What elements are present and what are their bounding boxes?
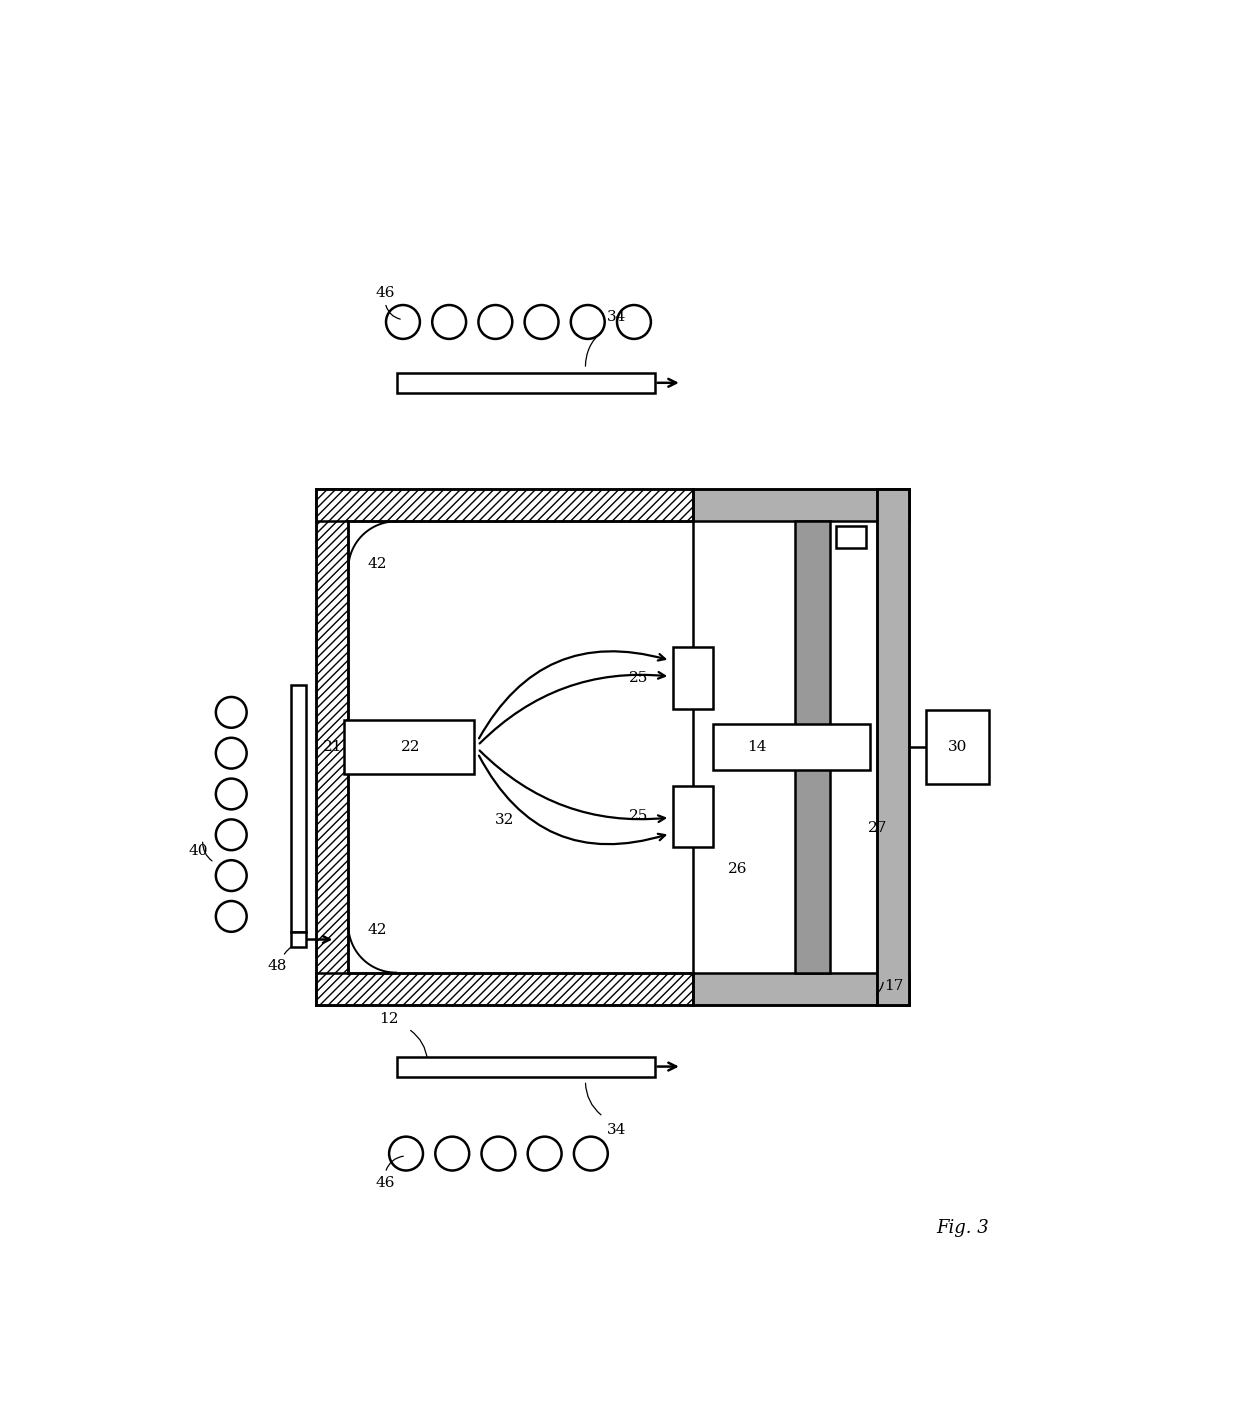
Bar <box>316 490 909 1005</box>
Bar <box>713 724 870 771</box>
Text: 25: 25 <box>629 671 649 685</box>
Bar <box>693 521 877 972</box>
Text: 14: 14 <box>748 741 768 753</box>
Text: 34: 34 <box>606 311 626 325</box>
Bar <box>673 786 713 847</box>
Bar <box>877 490 909 1005</box>
Text: 46: 46 <box>376 285 396 299</box>
Bar <box>926 711 990 783</box>
Text: Fig. 3: Fig. 3 <box>936 1219 990 1237</box>
Text: 30: 30 <box>947 741 967 753</box>
Bar <box>316 490 348 1005</box>
FancyArrowPatch shape <box>479 756 665 844</box>
FancyArrowPatch shape <box>479 651 665 738</box>
Bar <box>316 490 693 521</box>
Bar <box>673 647 713 708</box>
Text: 17: 17 <box>884 979 903 993</box>
Bar <box>693 490 909 521</box>
FancyArrowPatch shape <box>480 673 665 744</box>
Text: 21: 21 <box>324 741 342 753</box>
Text: 40: 40 <box>188 844 208 858</box>
Text: 27: 27 <box>868 820 888 834</box>
Bar <box>397 1057 655 1077</box>
Text: 12: 12 <box>379 1012 399 1026</box>
Bar <box>348 521 693 972</box>
Text: 42: 42 <box>367 558 387 572</box>
Text: 42: 42 <box>367 922 387 937</box>
Bar <box>343 719 474 773</box>
Bar <box>837 526 866 548</box>
Bar <box>290 685 306 932</box>
Text: 22: 22 <box>402 741 420 753</box>
Text: 46: 46 <box>376 1176 396 1189</box>
Text: 32: 32 <box>495 813 515 827</box>
Text: 48: 48 <box>268 959 288 973</box>
Bar <box>290 932 306 948</box>
Text: 26: 26 <box>728 861 748 876</box>
Text: 25: 25 <box>629 809 649 823</box>
Bar <box>397 373 655 393</box>
Text: 34: 34 <box>606 1124 626 1138</box>
Bar <box>316 972 693 1005</box>
FancyArrowPatch shape <box>480 751 665 822</box>
Bar <box>693 972 909 1005</box>
Bar <box>795 521 831 972</box>
